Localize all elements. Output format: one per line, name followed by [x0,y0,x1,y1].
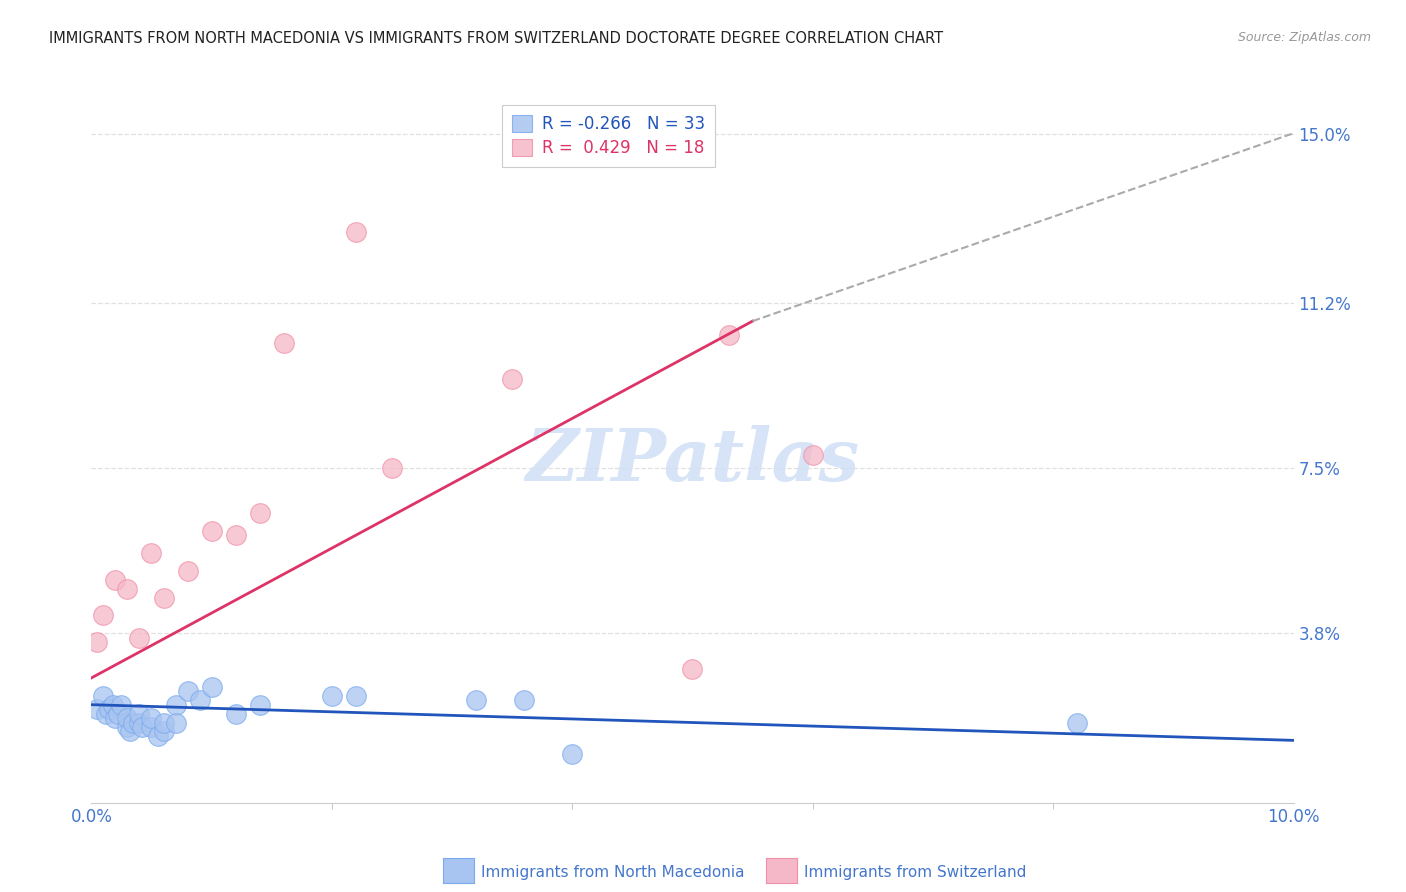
Point [801,448,824,462]
Point [321,689,343,703]
Point [117,720,139,734]
Text: IMMIGRANTS FROM NORTH MACEDONIA VS IMMIGRANTS FROM SWITZERLAND DOCTORATE DEGREE : IMMIGRANTS FROM NORTH MACEDONIA VS IMMIG… [49,31,943,46]
Point [273,336,295,351]
Point [101,698,124,712]
Point [1066,715,1088,730]
Legend: R = -0.266   N = 33, R =  0.429   N = 18: R = -0.266 N = 33, R = 0.429 N = 18 [502,104,714,167]
Point [117,582,139,596]
Point [513,693,536,707]
Point [165,715,187,730]
Point [128,715,150,730]
Point [141,711,163,725]
Point [98,702,121,716]
Point [152,724,174,739]
Point [381,461,404,475]
Point [176,564,198,578]
Text: Immigrants from North Macedonia: Immigrants from North Macedonia [481,865,744,880]
Point [225,706,247,721]
Point [146,729,169,743]
Point [104,573,127,587]
Point [561,747,583,761]
Point [107,706,129,721]
Point [717,327,740,342]
Point [344,689,367,703]
Point [249,506,271,520]
Text: Immigrants from Switzerland: Immigrants from Switzerland [804,865,1026,880]
Point [117,711,139,725]
Point [118,724,141,739]
Point [165,698,187,712]
Point [93,689,115,703]
Point [152,715,174,730]
Point [188,693,211,707]
Point [141,720,163,734]
Point [128,631,150,645]
Point [141,546,163,560]
Point [344,225,367,239]
Point [225,528,247,542]
Point [128,706,150,721]
Point [501,372,523,386]
Point [122,715,145,730]
Point [131,720,153,734]
Text: Source: ZipAtlas.com: Source: ZipAtlas.com [1237,31,1371,45]
Point [681,662,703,676]
Point [465,693,488,707]
Point [201,680,224,694]
Point [93,608,115,623]
Point [201,524,224,538]
Point [152,591,174,605]
Point [104,711,127,725]
Point [86,635,108,649]
Point [110,698,132,712]
Point [176,684,198,698]
Point [86,702,108,716]
Text: ZIPatlas: ZIPatlas [526,425,859,496]
Point [249,698,271,712]
Point [94,706,117,721]
